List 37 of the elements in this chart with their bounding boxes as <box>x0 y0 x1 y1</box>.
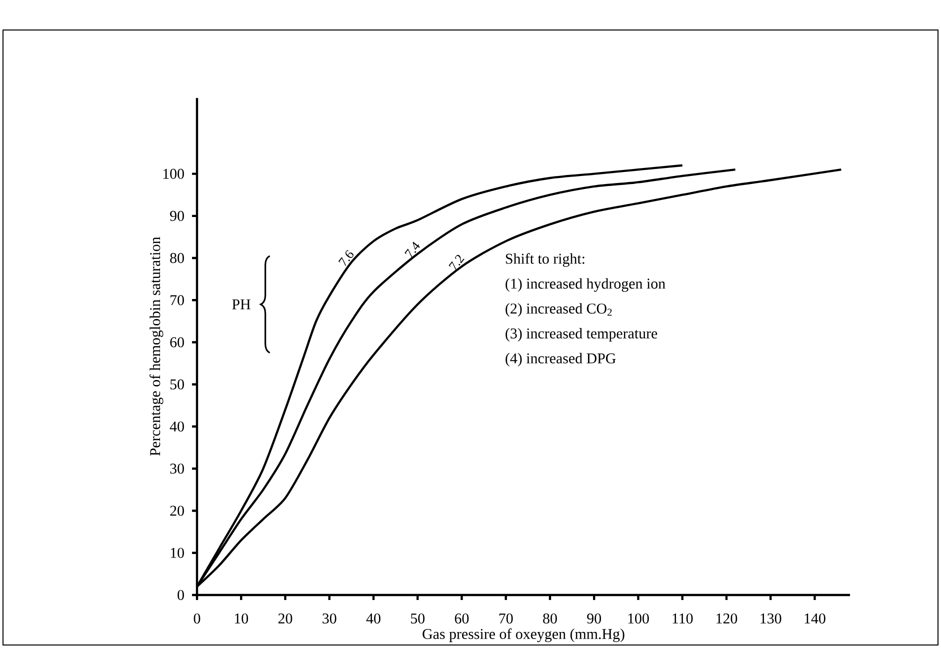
y-tick-label: 100 <box>163 168 184 179</box>
y-axis-title: Percentage of hemoglobin saturation <box>149 236 164 456</box>
annotation: PH <box>232 299 250 310</box>
y-tick-label: 0 <box>178 590 184 600</box>
text: 7.2 <box>448 254 464 270</box>
y-tick-label: 90 <box>170 210 184 221</box>
annotation: (4) increased DPG <box>506 352 616 366</box>
y-tick-label: 80 <box>170 252 184 264</box>
text: 7.6 <box>338 250 354 266</box>
x-tick-label: 110 <box>672 613 693 624</box>
text: 7.4 <box>404 242 420 258</box>
x-tick-label: 120 <box>716 613 738 624</box>
y-tick-label: 40 <box>170 421 184 432</box>
x-tick-label: 70 <box>499 613 513 624</box>
x-tick-label: 140 <box>804 613 826 624</box>
y-tick-label: 30 <box>170 464 184 474</box>
x-tick-label: 60 <box>454 613 469 624</box>
y-tick-label: 10 <box>170 548 184 558</box>
y-tick-label: 50 <box>170 379 184 390</box>
y-tick-label: 20 <box>170 506 184 516</box>
x-tick-label: 90 <box>587 613 602 624</box>
x-tick-label: 40 <box>366 613 380 624</box>
x-tick-label: 20 <box>278 613 292 624</box>
x-tick-label: 80 <box>543 613 557 624</box>
x-tick-label: 100 <box>628 613 649 624</box>
annotation: (2) increased CO$_{2}$ <box>506 303 612 317</box>
x-tick-label: 10 <box>234 613 248 624</box>
x-tick-label: 30 <box>322 613 336 624</box>
x-axis-title: Gas pressire of oxeygen (mm.Hg) <box>422 628 624 642</box>
annotation: Shift to right: <box>506 253 584 267</box>
x-tick-label: 0 <box>194 613 200 624</box>
annotation: (3) increased temperature <box>506 328 658 342</box>
x-tick-label: 130 <box>760 613 782 624</box>
y-tick-label: 60 <box>170 337 184 348</box>
y-tick-label: 70 <box>170 295 184 306</box>
x-tick-label: 50 <box>411 613 425 624</box>
annotation: (1) increased hydrogen ion <box>506 278 666 292</box>
